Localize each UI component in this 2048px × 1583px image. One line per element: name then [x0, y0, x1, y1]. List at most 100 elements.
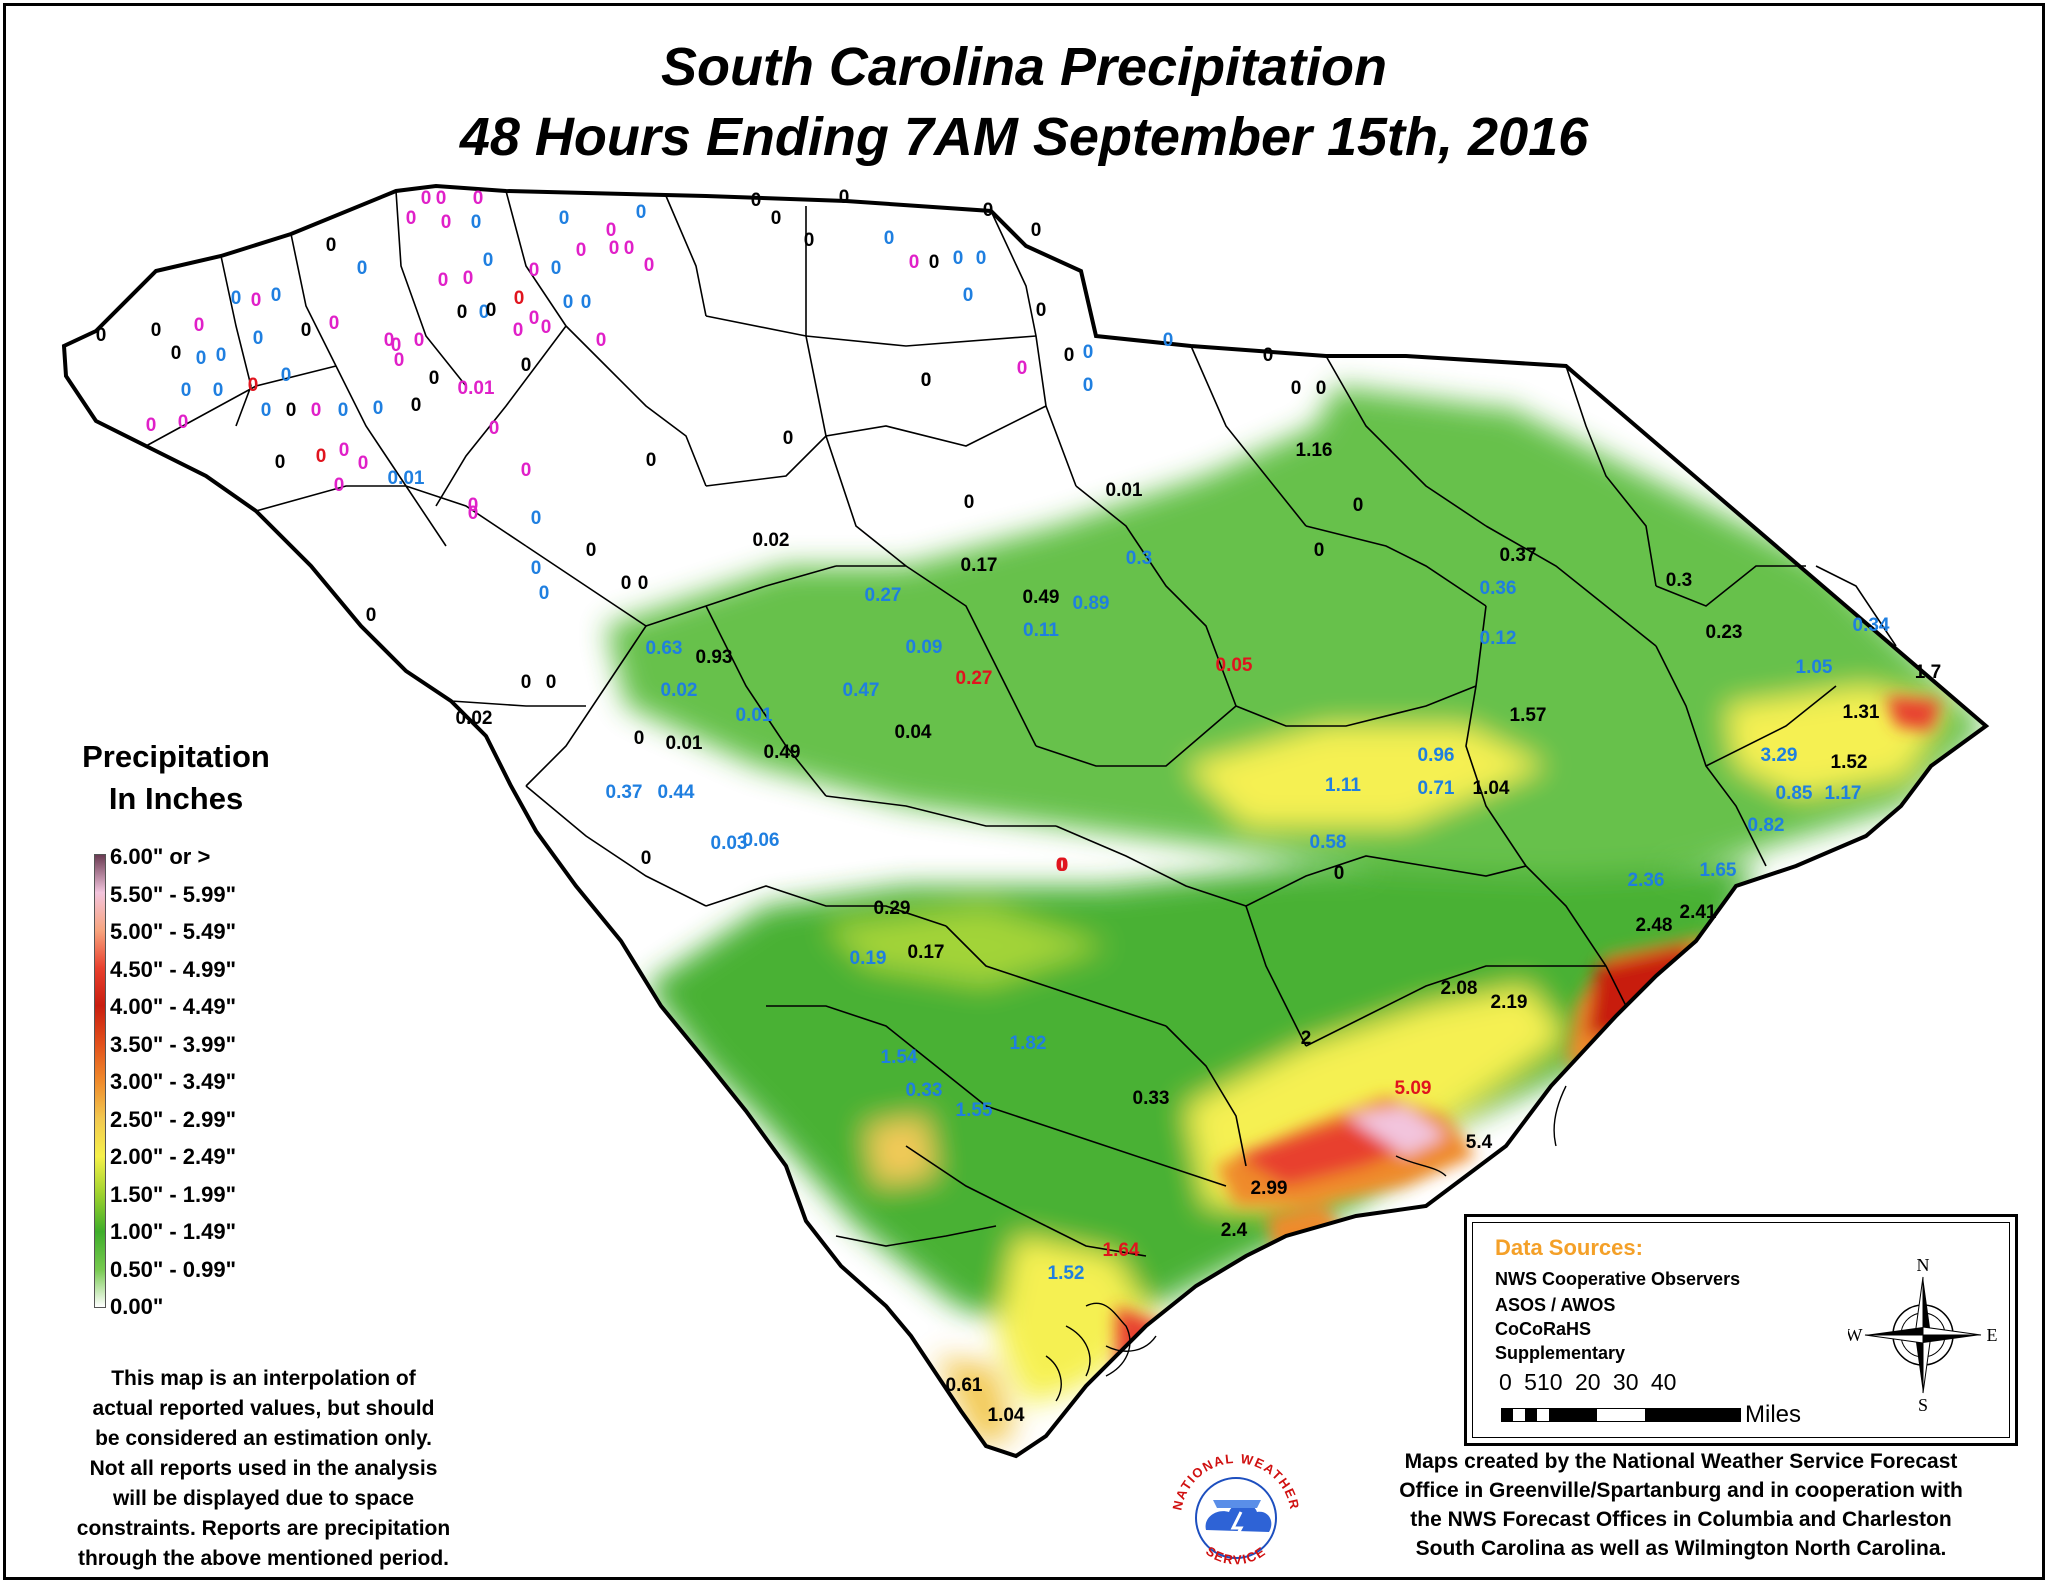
- map-title-line2: 48 Hours Ending 7AM September 15th, 2016: [459, 107, 1589, 167]
- observation-value: 0: [521, 460, 532, 481]
- observation-value: 0.27: [956, 668, 993, 689]
- observation-value: 0.3: [1126, 548, 1152, 569]
- observation-value: 0: [921, 370, 932, 391]
- observation-value: 0: [1036, 300, 1047, 321]
- disclaimer-line: actual reported values, but should: [92, 1397, 435, 1420]
- observation-value: 0: [248, 375, 259, 396]
- data-sources-inner: Data Sources: NWS Cooperative Observers …: [1472, 1222, 2010, 1438]
- legend-title-line1: Precipitation: [82, 739, 270, 774]
- observation-value: 1.57: [1510, 705, 1547, 726]
- observation-value: 1.64: [1103, 1240, 1140, 1261]
- observation-value: 0: [1083, 342, 1094, 363]
- observation-value: 0: [1056, 855, 1067, 876]
- observation-value: 0.37: [606, 782, 643, 803]
- observation-value: 0.3: [1666, 570, 1692, 591]
- observation-value: 0.06: [743, 830, 780, 851]
- observation-value: 0: [438, 270, 449, 291]
- observation-value: 0.34: [1853, 615, 1890, 636]
- observation-value: 0: [463, 268, 474, 289]
- observation-value: 0: [479, 302, 490, 323]
- observation-value: 0: [531, 508, 542, 529]
- observation-value: 0: [301, 320, 312, 341]
- observation-value: 0: [1353, 495, 1364, 516]
- legend-entry-label: 1.00" - 1.49": [110, 1219, 237, 1244]
- observation-value: 0: [429, 368, 440, 389]
- observation-value: 0: [609, 238, 620, 259]
- observation-value: 0: [921, 370, 932, 391]
- observation-value: 0: [1334, 863, 1345, 884]
- observation-value: 0: [1031, 220, 1042, 241]
- observation-value: 0.12: [1480, 628, 1517, 649]
- observation-value: 0.37: [1500, 545, 1537, 566]
- compass-w: W: [1848, 1325, 1863, 1345]
- observation-value: 0: [539, 583, 550, 604]
- observation-value: 1.31: [1843, 702, 1880, 723]
- observation-value: 0.96: [1418, 745, 1455, 766]
- observation-value: 5.4: [1466, 1132, 1493, 1153]
- observation-value: 0: [804, 230, 815, 251]
- observation-value: 0.49: [1023, 587, 1060, 608]
- observation-value: 2: [1301, 1028, 1312, 1049]
- observation-value: 0: [261, 400, 272, 421]
- observation-value: 0: [563, 292, 574, 313]
- legend-entry-label: 2.50" - 2.99": [110, 1106, 237, 1132]
- observation-value: 1.65: [1700, 860, 1737, 881]
- observation-value: 0: [839, 187, 850, 208]
- observation-value: 0: [194, 315, 205, 336]
- observation-value: 0: [414, 330, 425, 351]
- observation-value: 0.17: [961, 555, 998, 576]
- observation-value: 0: [953, 248, 964, 269]
- observation-value: 1.82: [1010, 1033, 1047, 1054]
- observation-value: 0: [513, 320, 524, 341]
- observation-value: 0: [473, 188, 484, 209]
- observation-value: 0: [964, 492, 975, 513]
- legend-entry-label: 3.50" - 3.99": [110, 1031, 237, 1057]
- disclaimer-line: through the above mentioned period.: [77, 1547, 449, 1570]
- observation-value: 0: [546, 672, 557, 693]
- credits-line: the NWS Forecast Offices in Columbia and…: [1410, 1508, 1952, 1531]
- observation-value: 0: [529, 260, 540, 281]
- observation-value: 0.01: [1106, 480, 1143, 501]
- observation-value: 1.52: [1048, 1263, 1085, 1284]
- observation-value: 0.01: [736, 705, 773, 726]
- legend-entry-label: 1.50" - 1.99": [110, 1181, 237, 1207]
- observation-value: 0.63: [646, 638, 683, 659]
- observation-value: 0: [634, 728, 645, 749]
- observation-value: 0.36: [1480, 578, 1517, 599]
- observation-value: 0: [514, 288, 525, 309]
- legend-entry-label: 0.00": [110, 1294, 164, 1319]
- observation-value: 1.04: [1473, 778, 1510, 799]
- legend-entry-label: 2.00" - 2.49": [110, 1144, 237, 1169]
- observation-value: 0: [411, 395, 422, 416]
- observation-value: 0: [976, 248, 987, 269]
- observation-value: 0: [316, 446, 327, 467]
- observation-value: 0: [468, 495, 479, 516]
- legend-entry-label: 6.00" or >: [110, 844, 211, 869]
- observation-value: 0: [521, 672, 532, 693]
- observation-value: 0: [1163, 330, 1174, 351]
- observation-value: 1.11: [1325, 775, 1361, 796]
- observation-value: 0: [489, 418, 500, 439]
- observation-value: 0: [483, 250, 494, 271]
- observation-value: 0.47: [843, 680, 880, 701]
- observation-value: 0: [171, 343, 182, 364]
- observation-value: 0: [181, 380, 192, 401]
- observation-value: 0: [253, 328, 264, 349]
- observation-value: 0: [529, 308, 540, 329]
- observation-value: 1.54: [881, 1047, 918, 1068]
- observation-value: 0: [531, 558, 542, 579]
- observation-value: 0.23: [1706, 622, 1743, 643]
- observation-value: 0: [326, 235, 337, 256]
- observation-value: 0: [909, 252, 920, 273]
- source-cocorahs: CoCoRaHS: [1495, 1319, 1592, 1339]
- observation-value: 2.19: [1491, 992, 1528, 1013]
- observation-value: 0: [1083, 375, 1094, 396]
- observation-value: 0: [436, 188, 447, 209]
- observation-value: 0: [581, 292, 592, 313]
- observation-value: 0: [771, 208, 782, 229]
- scale-bar-numbers: 0 510 20 30 40: [1499, 1369, 1677, 1395]
- disclaimer-line: This map is an interpolation of: [111, 1367, 416, 1390]
- disclaimer-line: Not all reports used in the analysis: [89, 1457, 438, 1480]
